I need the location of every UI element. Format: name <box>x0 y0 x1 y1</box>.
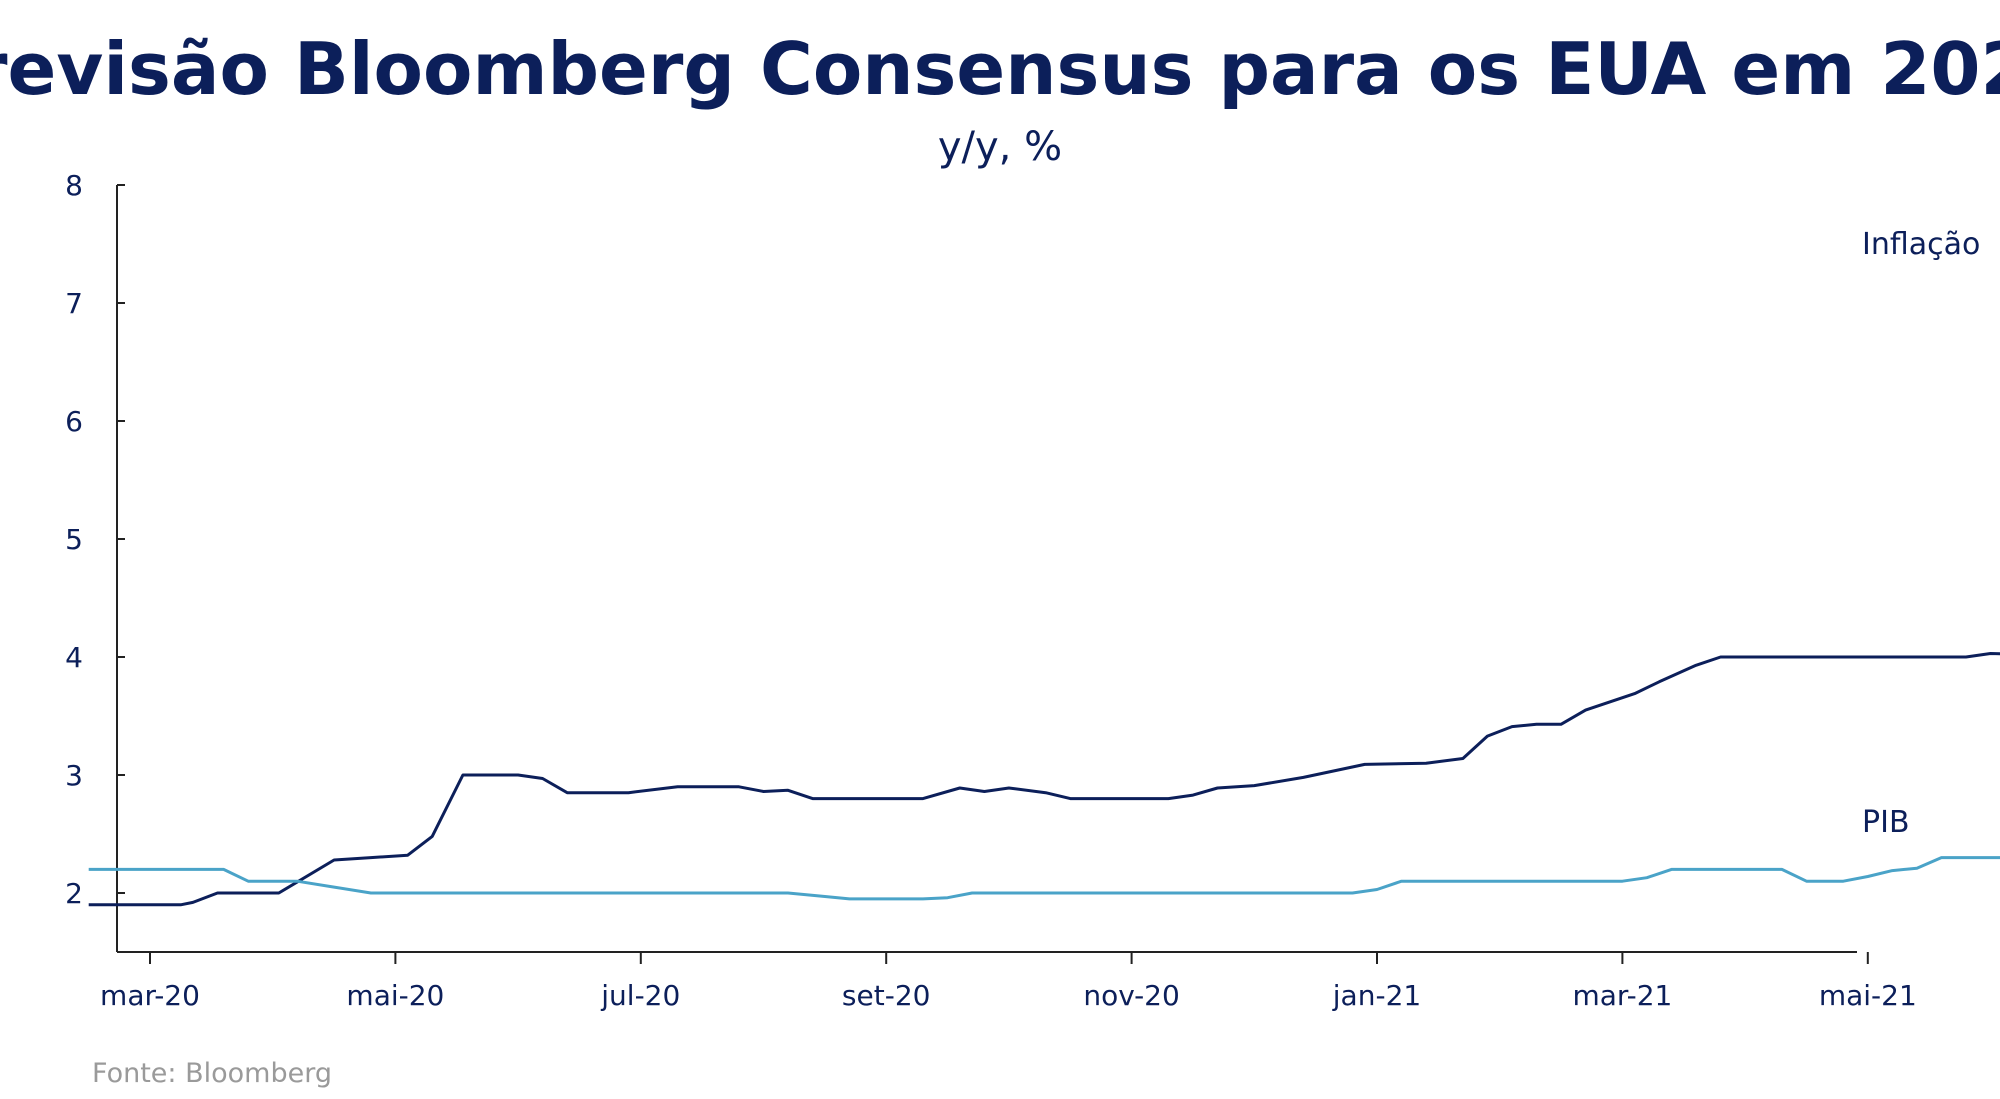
x-tick-label: jul-20 <box>600 979 680 1012</box>
source-note: Fonte: Bloomberg <box>92 1058 332 1089</box>
series-label-pib: PIB <box>1862 805 1910 840</box>
series-lines <box>88 652 2000 907</box>
x-tick-label: mar-21 <box>1572 979 1672 1012</box>
y-tick-label: 8 <box>65 169 83 202</box>
x-tick-label: mai-20 <box>346 979 444 1012</box>
y-tick-label: 7 <box>65 287 83 320</box>
x-tick-label: mar-20 <box>100 979 200 1012</box>
y-tick-label: 5 <box>65 523 83 556</box>
y-tick-label: 2 <box>65 877 83 910</box>
x-tick-label: set-20 <box>842 979 931 1012</box>
x-tick-label: nov-20 <box>1083 979 1179 1012</box>
chart-subtitle: y/y, % <box>938 124 1062 170</box>
y-tick-label: 3 <box>65 759 83 792</box>
series-label-inflacao: Inflação <box>1862 227 1980 262</box>
series-line-inflacao <box>88 856 2000 901</box>
x-tick-label: jan-21 <box>1332 979 1421 1012</box>
y-tick-label: 4 <box>65 641 83 674</box>
series-line-pib <box>88 652 2000 907</box>
y-tick-label: 6 <box>65 405 83 438</box>
x-tick-label: mai-21 <box>1819 979 1917 1012</box>
chart-title: Previsão Bloomberg Consensus para os EUA… <box>0 27 2000 111</box>
series-labels: Inflação PIB <box>1862 227 1980 840</box>
x-axis: mar-20 mai-20 jul-20 set-20 nov-20 jan-21 mar-… <box>100 951 1917 1012</box>
y-axis: 2 3 4 5 6 7 8 <box>65 169 125 952</box>
